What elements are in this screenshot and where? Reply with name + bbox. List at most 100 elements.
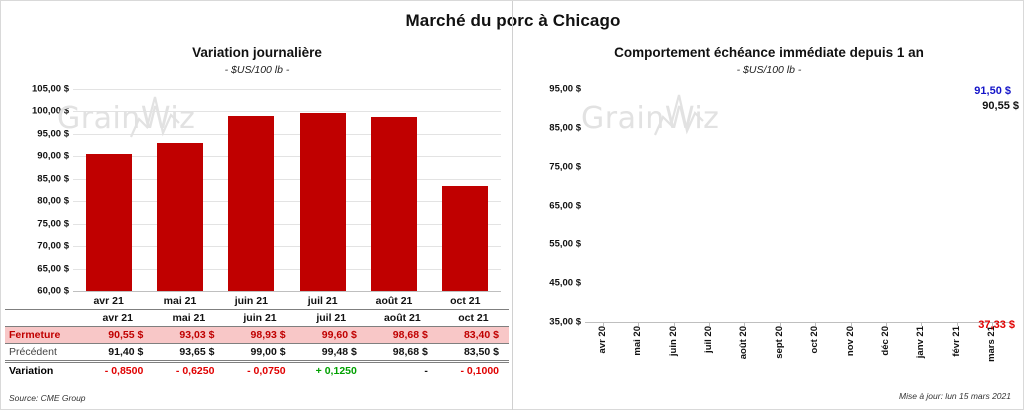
bar-août-21 <box>371 117 417 291</box>
left-bar-plot <box>73 89 501 291</box>
left-y-tick-label: 80,00 $ <box>37 195 69 207</box>
left-chart-title: Variation journalière <box>192 45 322 60</box>
left-gridline <box>73 246 501 248</box>
watermark-grainwiz: GrainWiz <box>581 101 720 136</box>
table-row: Variation - 0,8500 - 0,6250 - 0,0750 + 0,125… <box>5 362 509 380</box>
right-y-tick-label: 75,00 $ <box>549 161 581 173</box>
table-row-label: Fermeture <box>5 326 83 344</box>
left-x-tick-label: mai 21 <box>163 295 197 307</box>
bar-mai-21 <box>157 142 203 291</box>
left-x-axis-line <box>73 291 501 292</box>
table-cell: 99,00 $ <box>224 343 296 363</box>
table-column-header: juil 21 <box>295 309 367 327</box>
left-y-tick-label: 95,00 $ <box>37 128 69 140</box>
table-cell: 98,68 $ <box>366 326 438 344</box>
right-x-tick-mark <box>779 322 781 326</box>
right-y-tick-label: 55,00 $ <box>549 238 581 250</box>
right-y-tick-label: 35,00 $ <box>549 316 581 328</box>
left-chart-subtitle: - $US/100 lb - <box>224 64 290 76</box>
table-header-corner <box>5 309 83 327</box>
table-cell: - 0,1000 <box>460 365 499 377</box>
table-cell: 83,40 $ <box>437 326 509 344</box>
left-x-tick-label: juil 21 <box>307 295 338 307</box>
right-x-tick-label: avr 20 <box>596 326 608 354</box>
right-x-tick-label: juin 20 <box>667 326 679 357</box>
right-x-tick-mark <box>744 322 746 326</box>
right-x-tick-mark <box>886 322 888 326</box>
right-x-tick-mark <box>708 322 710 326</box>
left-gridline <box>73 133 501 135</box>
right-y-tick-label: 95,00 $ <box>549 83 581 95</box>
table-row: Fermeture 90,55 $93,03 $98,93 $99,60 $98,… <box>5 326 509 344</box>
table-cell: - 0,6250 <box>175 365 215 377</box>
left-gridline <box>73 223 501 225</box>
bar-avr-21 <box>85 153 132 291</box>
table-row: Précédent 91,40 $93,65 $99,00 $99,48 $98,… <box>5 343 509 363</box>
left-gridline <box>73 89 501 90</box>
table-column-header: mai 21 <box>153 309 225 327</box>
table-column-header: oct 21 <box>437 309 509 327</box>
right-x-tick-label: sept 20 <box>773 326 785 359</box>
right-x-tick-mark <box>850 322 852 326</box>
table-row-label: Variation <box>9 365 54 377</box>
table-cell: + 0,1250 <box>315 365 357 377</box>
table-cell: 98,68 $ <box>366 343 438 363</box>
left-y-tick-label: 70,00 $ <box>37 240 69 252</box>
table-header-row: avr 21 mai 21 juin 21 juil 21 août 21 oct 21 <box>5 309 509 327</box>
left-x-tick-label: août 21 <box>375 295 413 307</box>
right-x-tick-mark <box>638 322 640 326</box>
left-y-tick-label: 90,00 $ <box>37 150 69 162</box>
left-y-tick-label: 85,00 $ <box>37 173 69 185</box>
right-x-tick-label: août 20 <box>738 326 750 360</box>
support-label: 37,33 $ <box>978 318 1015 331</box>
table-cell: 83,50 $ <box>437 343 509 363</box>
table-cell: - <box>424 365 428 377</box>
left-chart-panel: Variation journalière - $US/100 lb - 60,… <box>1 1 513 410</box>
left-gridline <box>73 201 501 203</box>
right-x-tick-label: nov 20 <box>844 326 856 357</box>
right-x-tick-label: mars 21 <box>986 326 998 362</box>
right-chart-subtitle: - $US/100 lb - <box>736 64 802 76</box>
right-x-tick-label: juil 20 <box>702 326 714 353</box>
table-cell: 98,93 $ <box>224 326 296 344</box>
right-x-tick-mark <box>992 322 994 326</box>
summary-table: avr 21 mai 21 juin 21 juil 21 août 21 oct 21 F… <box>5 309 509 379</box>
right-y-tick-label: 85,00 $ <box>549 122 581 134</box>
table-column-header: août 21 <box>366 309 438 327</box>
table-row-label: Précédent <box>5 343 83 363</box>
table-cell: 99,60 $ <box>295 326 367 344</box>
source-note: Source: CME Group <box>9 393 86 403</box>
table-column-header: juin 21 <box>224 309 296 327</box>
right-x-tick-mark <box>815 322 817 326</box>
left-gridline <box>73 156 501 158</box>
resistance-label: 91,50 $ <box>974 84 1011 97</box>
left-y-tick-label: 100,00 $ <box>32 105 69 117</box>
right-x-tick-mark <box>921 322 923 326</box>
right-x-tick-label: févr 21 <box>950 326 962 357</box>
left-gridline <box>73 111 501 113</box>
panel-divider <box>512 1 513 410</box>
last-price-label: 90,55 $ <box>982 100 1019 113</box>
update-note: Mise à jour: lun 15 mars 2021 <box>899 391 1011 401</box>
left-y-tick-label: 105,00 $ <box>32 83 69 95</box>
right-x-tick-mark <box>956 322 958 326</box>
table-cell: 93,03 $ <box>153 326 225 344</box>
right-chart-panel: Comportement échéance immédiate depuis 1… <box>513 1 1024 410</box>
left-gridline <box>73 268 501 270</box>
right-y-tick-label: 45,00 $ <box>549 277 581 289</box>
table-cell: 93,65 $ <box>153 343 225 363</box>
left-y-tick-label: 60,00 $ <box>37 285 69 297</box>
right-chart-title: Comportement échéance immédiate depuis 1… <box>614 45 924 60</box>
left-y-tick-label: 65,00 $ <box>37 263 69 275</box>
bar-juil-21 <box>299 113 346 291</box>
table-cell: 91,40 $ <box>82 343 154 363</box>
left-y-tick-label: 75,00 $ <box>37 218 69 230</box>
right-x-tick-mark <box>602 322 604 326</box>
left-x-tick-label: juin 21 <box>234 295 268 307</box>
table-column-header: avr 21 <box>82 309 154 327</box>
left-x-tick-label: avr 21 <box>93 295 124 307</box>
table-cell: - 0,0750 <box>247 365 286 377</box>
table-cell: 99,48 $ <box>295 343 367 363</box>
bar-oct-21 <box>442 185 489 291</box>
